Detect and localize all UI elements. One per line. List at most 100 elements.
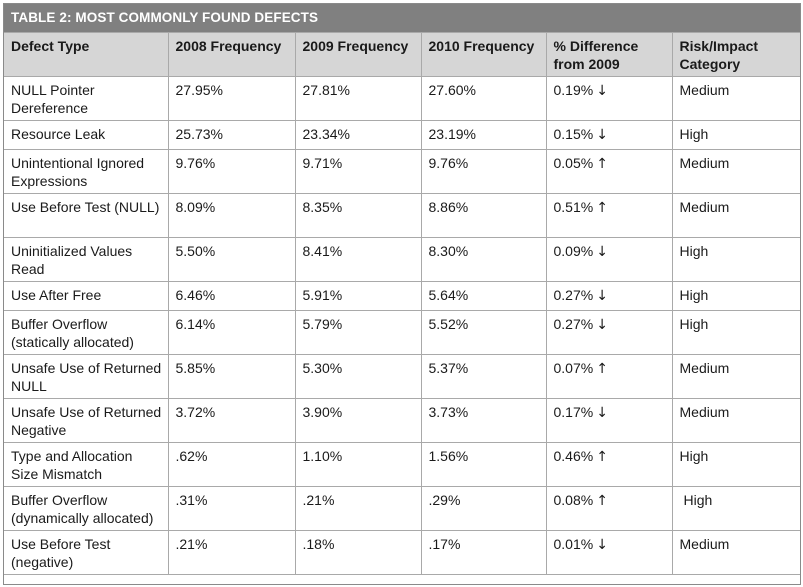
defect-type-cell: Resource Leak	[4, 120, 169, 150]
frequency-2010-cell: 27.60%	[420, 76, 547, 121]
frequency-2008-cell: .62%	[167, 442, 296, 487]
header-risk-category: Risk/Impact Category	[671, 32, 800, 77]
defects-table-frame: TABLE 2: MOST COMMONLY FOUND DEFECTS Def…	[3, 3, 801, 585]
header-row: Defect Type 2008 Frequency 2009 Frequenc…	[4, 32, 800, 77]
header-2008-frequency: 2008 Frequency	[167, 32, 296, 77]
header-defect-type: Defect Type	[4, 32, 169, 77]
defect-type-cell: Type and Allocation Size Mismatch	[4, 442, 169, 487]
difference-cell: 0.19% ↓	[545, 76, 673, 121]
frequency-2010-cell: 5.37%	[420, 354, 547, 399]
frequency-2010-cell: 9.76%	[420, 149, 547, 194]
table-row: Unintentional Ignored Expressions 9.76% …	[4, 149, 800, 194]
frequency-2010-cell: 3.73%	[420, 398, 547, 443]
table-row: Resource Leak 25.73% 23.34% 23.19% 0.15%…	[4, 120, 800, 150]
table-title: TABLE 2: MOST COMMONLY FOUND DEFECTS	[4, 4, 800, 32]
risk-category-cell: High	[671, 442, 800, 487]
arrow-down-icon: ↓	[596, 244, 608, 260]
difference-cell: 0.07% ↑	[545, 354, 673, 399]
defect-type-cell: Uninitialized Values Read	[4, 237, 169, 282]
frequency-2008-cell: 25.73%	[167, 120, 296, 150]
frequency-2009-cell: 23.34%	[294, 120, 422, 150]
difference-cell: 0.17% ↓	[545, 398, 673, 443]
frequency-2008-cell: 6.46%	[167, 281, 296, 311]
difference-value: 0.08%	[553, 492, 594, 508]
table-row: Buffer Overflow (dynamically allocated) …	[4, 486, 800, 531]
frequency-2010-cell: 5.52%	[420, 310, 547, 355]
frequency-2010-cell: .17%	[420, 530, 547, 575]
frequency-2010-cell: 5.64%	[420, 281, 547, 311]
arrow-down-icon: ↓	[596, 288, 608, 304]
header-2010-frequency: 2010 Frequency	[420, 32, 547, 77]
risk-category-cell: High	[671, 281, 800, 311]
frequency-2009-cell: 27.81%	[294, 76, 422, 121]
difference-cell: 0.51% ↑	[545, 193, 673, 238]
risk-category-cell: Medium	[671, 354, 800, 399]
frequency-2008-cell: 9.76%	[167, 149, 296, 194]
header-difference: % Difference from 2009	[545, 32, 673, 77]
difference-cell: 0.27% ↓	[545, 310, 673, 355]
difference-value: 0.15%	[553, 126, 594, 142]
difference-cell: 0.09% ↓	[545, 237, 673, 282]
frequency-2010-cell: .29%	[420, 486, 547, 531]
defect-type-cell: Buffer Overflow (statically allocated)	[4, 310, 169, 355]
frequency-2009-cell: 9.71%	[294, 149, 422, 194]
difference-cell: 0.08% ↑	[545, 486, 673, 531]
frequency-2008-cell: .21%	[167, 530, 296, 575]
difference-cell: 0.05% ↑	[545, 149, 673, 194]
frequency-2009-cell: 5.91%	[294, 281, 422, 311]
difference-value: 0.17%	[553, 404, 594, 420]
risk-category-cell: Medium	[671, 398, 800, 443]
arrow-down-icon: ↓	[596, 127, 608, 143]
defect-type-cell: Unintentional Ignored Expressions	[4, 149, 169, 194]
risk-category-cell: Medium	[671, 193, 800, 238]
arrow-down-icon: ↓	[596, 83, 608, 99]
table-row: Type and Allocation Size Mismatch .62% 1…	[4, 442, 800, 487]
difference-cell: 0.46% ↑	[545, 442, 673, 487]
table-row: NULL Pointer Dereference 27.95% 27.81% 2…	[4, 76, 800, 121]
defect-type-cell: Use After Free	[4, 281, 169, 311]
difference-value: 0.27%	[553, 316, 594, 332]
frequency-2008-cell: 27.95%	[167, 76, 296, 121]
difference-value: 0.27%	[553, 287, 594, 303]
frequency-2008-cell: 5.85%	[167, 354, 296, 399]
difference-cell: 0.01% ↓	[545, 530, 673, 575]
risk-category-cell: High	[671, 486, 800, 531]
frequency-2010-cell: 23.19%	[420, 120, 547, 150]
arrow-up-icon: ↑	[596, 200, 608, 216]
risk-category-cell: High	[671, 120, 800, 150]
defect-type-cell: NULL Pointer Dereference	[4, 76, 169, 121]
difference-cell: 0.27% ↓	[545, 281, 673, 311]
difference-value: 0.07%	[553, 360, 594, 376]
frequency-2010-cell: 8.30%	[420, 237, 547, 282]
arrow-down-icon: ↓	[596, 537, 608, 553]
frequency-2009-cell: 8.41%	[294, 237, 422, 282]
arrow-up-icon: ↑	[596, 361, 608, 377]
frequency-2010-cell: 1.56%	[420, 442, 547, 487]
frequency-2009-cell: 8.35%	[294, 193, 422, 238]
difference-cell: 0.15% ↓	[545, 120, 673, 150]
table-row: Unsafe Use of Returned Negative 3.72% 3.…	[4, 398, 800, 443]
frequency-2008-cell: 5.50%	[167, 237, 296, 282]
table-row: Use Before Test (negative) .21% .18% .17…	[4, 530, 800, 575]
arrow-down-icon: ↓	[596, 405, 608, 421]
defects-table: Defect Type 2008 Frequency 2009 Frequenc…	[4, 32, 800, 575]
difference-value: 0.05%	[553, 155, 594, 171]
risk-category-cell: Medium	[671, 149, 800, 194]
frequency-2008-cell: 3.72%	[167, 398, 296, 443]
frequency-2008-cell: .31%	[167, 486, 296, 531]
difference-value: 0.19%	[553, 82, 594, 98]
table-row: Uninitialized Values Read 5.50% 8.41% 8.…	[4, 237, 800, 282]
defect-type-cell: Unsafe Use of Returned Negative	[4, 398, 169, 443]
frequency-2010-cell: 8.86%	[420, 193, 547, 238]
table-row: Use Before Test (NULL) 8.09% 8.35% 8.86%…	[4, 193, 800, 238]
table-body: NULL Pointer Dereference 27.95% 27.81% 2…	[4, 76, 800, 575]
table-row: Use After Free 6.46% 5.91% 5.64% 0.27% ↓ …	[4, 281, 800, 311]
arrow-down-icon: ↓	[596, 317, 608, 333]
difference-value: 0.51%	[553, 199, 594, 215]
defect-type-cell: Unsafe Use of Returned NULL	[4, 354, 169, 399]
table-row: Unsafe Use of Returned NULL 5.85% 5.30% …	[4, 354, 800, 399]
frequency-2009-cell: .21%	[294, 486, 422, 531]
risk-category-cell: Medium	[671, 76, 800, 121]
defect-type-cell: Use Before Test (NULL)	[4, 193, 169, 238]
frequency-2008-cell: 6.14%	[167, 310, 296, 355]
